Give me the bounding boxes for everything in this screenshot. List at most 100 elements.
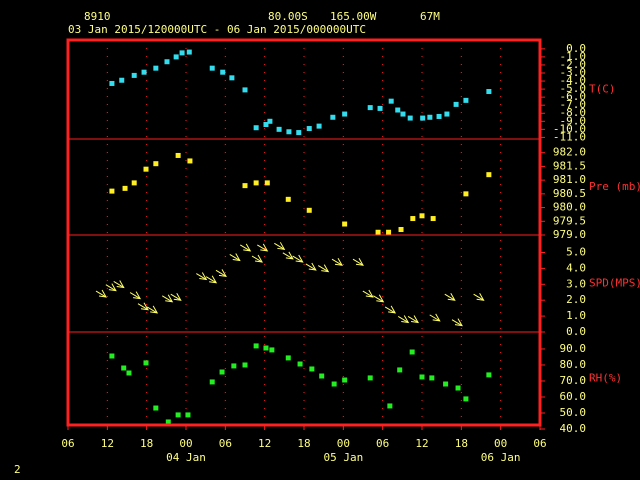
- data-point: [263, 345, 269, 351]
- data-point: [342, 377, 348, 383]
- wind-arrow: [282, 251, 294, 260]
- wind-arrow: [229, 253, 241, 262]
- data-point: [486, 172, 492, 178]
- data-point: [463, 191, 469, 197]
- wind-arrow: [205, 275, 218, 284]
- wind-arrow: [113, 280, 125, 289]
- wind-arrow: [384, 305, 397, 314]
- wind-arrow: [429, 313, 441, 322]
- data-point: [285, 355, 291, 361]
- data-point: [109, 353, 115, 359]
- data-point: [263, 122, 269, 128]
- data-point: [164, 59, 170, 65]
- y-tick-label: -3.0: [560, 66, 587, 79]
- wind-arrow: [105, 283, 117, 292]
- data-point: [410, 216, 416, 222]
- data-point: [121, 365, 127, 371]
- data-point: [209, 379, 215, 385]
- data-point: [297, 361, 303, 367]
- y-tick-label: 979.0: [553, 228, 586, 241]
- y-tick-label: 2.0: [566, 293, 586, 306]
- data-point: [173, 54, 179, 60]
- x-tick-label: 18: [140, 437, 153, 450]
- data-point: [375, 229, 381, 235]
- data-point: [269, 347, 275, 353]
- y-tick-label: -7.0: [560, 98, 587, 111]
- data-point: [264, 180, 270, 186]
- wind-arrow: [292, 254, 304, 263]
- y-tick-label: 980.0: [553, 201, 586, 214]
- footer: 2: [14, 463, 21, 476]
- data-point: [253, 180, 259, 186]
- wind-arrow: [215, 269, 227, 277]
- wind-arrow: [451, 318, 463, 327]
- wind-arrow: [373, 294, 385, 303]
- data-point: [109, 80, 115, 86]
- data-point: [179, 50, 185, 56]
- y-tick-label: 80.0: [560, 358, 587, 371]
- wind-arrow: [397, 315, 410, 324]
- wind-arrow: [305, 262, 317, 271]
- data-point: [429, 375, 435, 381]
- data-point: [319, 373, 325, 379]
- wind-arrow: [274, 242, 286, 250]
- y-tick-label: -11.0: [553, 130, 586, 143]
- longitude: 165.00W: [330, 10, 377, 23]
- wind-arrow: [473, 292, 485, 301]
- data-point: [253, 125, 259, 131]
- data-point: [219, 369, 225, 375]
- data-point: [267, 118, 273, 124]
- wind-arrow: [257, 243, 269, 252]
- y-tick-label: 981.0: [553, 173, 586, 186]
- data-point: [242, 362, 248, 368]
- y-tick-label: -4.0: [560, 74, 587, 87]
- data-point: [186, 49, 192, 55]
- data-point: [400, 111, 406, 117]
- y-tick-label: 60.0: [560, 390, 587, 403]
- data-point: [285, 196, 291, 202]
- date-label: 05 Jan: [323, 451, 363, 464]
- y-tick-label: 981.5: [553, 159, 586, 172]
- data-point: [463, 396, 469, 402]
- wind-arrow: [137, 302, 149, 311]
- x-tick-label: 12: [101, 437, 114, 450]
- data-point: [387, 403, 393, 409]
- data-point: [141, 69, 147, 75]
- wind-arrow: [146, 305, 159, 314]
- data-point: [420, 115, 426, 121]
- wind-arrow: [95, 289, 107, 298]
- y-tick-label: 4.0: [566, 261, 586, 274]
- y-axis-label: RH(%): [589, 372, 622, 385]
- elevation: 67M: [420, 10, 440, 23]
- data-point: [427, 114, 433, 120]
- data-point: [309, 366, 315, 372]
- data-point: [486, 372, 492, 378]
- x-tick-label: 12: [415, 437, 428, 450]
- data-point: [175, 152, 181, 158]
- data-point: [253, 343, 259, 349]
- wind-arrow: [251, 254, 263, 263]
- data-point: [122, 185, 128, 191]
- data-point: [165, 419, 171, 425]
- data-point: [331, 381, 337, 387]
- data-point: [398, 227, 404, 233]
- data-point: [377, 105, 383, 111]
- data-point: [436, 113, 442, 119]
- data-point: [388, 98, 394, 104]
- plot-frame: [66, 38, 542, 427]
- wind-arrow: [170, 292, 182, 301]
- data-point: [119, 77, 125, 83]
- wind-arrow: [444, 292, 456, 301]
- data-point: [455, 385, 461, 391]
- data-point: [242, 87, 248, 93]
- y-tick-label: 979.5: [553, 214, 586, 227]
- data-point: [463, 97, 469, 103]
- wind-arrow: [317, 264, 330, 273]
- wind-arrow: [407, 315, 420, 324]
- data-point: [242, 183, 248, 189]
- data-point: [443, 381, 449, 387]
- data-point: [367, 375, 373, 381]
- data-point: [486, 89, 492, 95]
- data-point: [316, 123, 322, 129]
